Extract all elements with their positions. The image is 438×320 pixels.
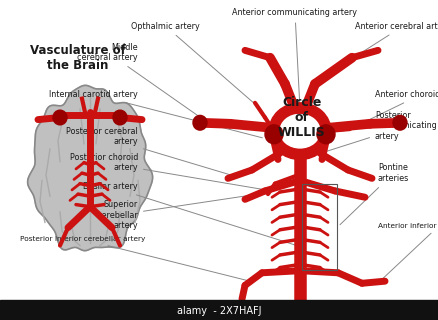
Text: Circle
of
WILLIS: Circle of WILLIS bbox=[278, 96, 325, 139]
Text: Posterior choroid
artery: Posterior choroid artery bbox=[70, 153, 268, 190]
Circle shape bbox=[193, 116, 207, 130]
Text: Superior
cerebellar
artery: Superior cerebellar artery bbox=[97, 195, 254, 230]
Text: Vasculature of
the Brain: Vasculature of the Brain bbox=[30, 44, 126, 72]
Circle shape bbox=[392, 116, 406, 130]
Text: Middle
cerebral artery: Middle cerebral artery bbox=[77, 43, 205, 121]
Text: Basilar artery: Basilar artery bbox=[83, 182, 297, 246]
Circle shape bbox=[113, 110, 127, 125]
Ellipse shape bbox=[279, 114, 319, 148]
Circle shape bbox=[53, 110, 67, 125]
Circle shape bbox=[316, 125, 334, 144]
Bar bbox=[301, 184, 336, 270]
Text: Opthalmic artery: Opthalmic artery bbox=[131, 22, 259, 108]
Text: Anterior communicating artery: Anterior communicating artery bbox=[232, 8, 357, 106]
Text: Internal carotid artery: Internal carotid artery bbox=[49, 90, 262, 138]
Bar bbox=[0, 300, 438, 320]
Text: Pontine
arteries: Pontine arteries bbox=[339, 164, 408, 225]
Text: Posterior
communicating
artery: Posterior communicating artery bbox=[326, 111, 437, 151]
Text: Anterior cerebral artery: Anterior cerebral artery bbox=[334, 22, 438, 70]
Text: Vertebral artery: Vertebral artery bbox=[0, 319, 1, 320]
Text: Anterior choroid artery: Anterior choroid artery bbox=[352, 90, 438, 128]
Text: Anterior
spinal artery: Anterior spinal artery bbox=[0, 319, 1, 320]
Text: Posterior inferior cerebellar artery: Posterior inferior cerebellar artery bbox=[20, 236, 247, 281]
Ellipse shape bbox=[268, 103, 330, 159]
Text: alamy  - 2X7HAFJ: alamy - 2X7HAFJ bbox=[177, 306, 261, 316]
Circle shape bbox=[265, 125, 283, 144]
Text: Posterior spinal artery: Posterior spinal artery bbox=[0, 319, 1, 320]
Text: Anterior inferior cerebellar artery: Anterior inferior cerebellar artery bbox=[377, 223, 438, 279]
Polygon shape bbox=[28, 85, 152, 251]
Text: Posterior cerebral
artery: Posterior cerebral artery bbox=[66, 127, 232, 175]
